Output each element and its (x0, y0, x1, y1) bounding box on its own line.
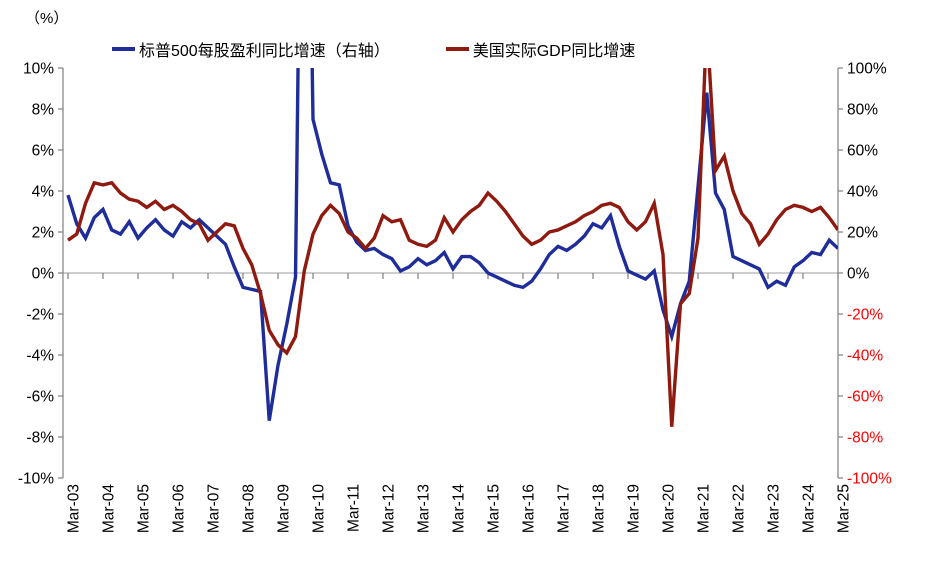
y-axis-label-right: 40% (847, 184, 878, 201)
series-line-gdp (67, 68, 838, 427)
axis-unit-label: （%） (25, 10, 69, 27)
legend-swatch-eps-icon (112, 47, 135, 51)
y-axis-label-right: 20% (847, 225, 878, 242)
y-axis-label-left: 0% (32, 266, 55, 283)
legend-item-eps: 标普500每股盈利同比增速（右轴） (112, 37, 390, 61)
y-axis-label-left: 2% (32, 225, 55, 242)
x-axis-label: Mar-10 (311, 484, 328, 533)
y-axis-label-left: -8% (26, 430, 54, 447)
x-axis-label: Mar-20 (661, 484, 678, 533)
legend-label-eps: 标普500每股盈利同比增速（右轴） (139, 43, 390, 60)
y-axis-label-right: -20% (847, 307, 883, 324)
x-axis-label: Mar-15 (486, 484, 503, 533)
y-axis-label-right: 0% (847, 266, 870, 283)
y-axis-label-left: -4% (26, 348, 54, 365)
y-axis-label-right: 100% (847, 61, 887, 78)
x-axis-label: Mar-08 (241, 484, 258, 533)
x-axis-label: Mar-16 (521, 484, 538, 533)
x-axis-label: Mar-22 (731, 484, 748, 533)
y-axis-left: 10% 8% 6% 4% 2% 0% -2% -4% -6% -8% -10% (18, 61, 63, 488)
legend: 标普500每股盈利同比增速（右轴） 美国实际GDP同比增速 (112, 37, 635, 61)
y-axis-label-left: 8% (32, 102, 55, 119)
y-axis-right: 100% 80% 60% 40% 20% 0% -20% -40% -60% -80% -100% (838, 61, 892, 488)
legend-swatch-gdp-icon (445, 47, 469, 51)
x-axis-label: Mar-23 (766, 484, 783, 533)
y-axis-label-left: -2% (26, 307, 54, 324)
x-axis-label: Mar-25 (836, 484, 853, 533)
y-axis-label-left: 10% (23, 61, 54, 78)
x-axis-label: Mar-17 (556, 484, 573, 533)
y-axis-label-right: -60% (847, 389, 883, 406)
x-axis-label: Mar-18 (591, 484, 608, 533)
x-axis-label: Mar-04 (101, 484, 118, 533)
legend-item-gdp: 美国实际GDP同比增速 (445, 37, 636, 61)
x-axis: Mar-03 Mar-04 Mar-05 Mar-06 Mar-07 Mar-08 Mar-… (66, 273, 853, 533)
x-axis-label: Mar-13 (416, 484, 433, 533)
y-axis-label-left: 6% (32, 143, 55, 160)
y-axis-label-left: 4% (32, 184, 55, 201)
y-axis-label-right: -80% (847, 430, 883, 447)
y-axis-label-left: -10% (18, 471, 54, 488)
x-axis-label: Mar-09 (276, 484, 293, 533)
x-axis-label: Mar-11 (346, 484, 363, 532)
legend-label-gdp: 美国实际GDP同比增速 (472, 43, 636, 60)
series-line-eps (66, 68, 838, 421)
y-axis-label-right: 80% (847, 102, 878, 119)
x-axis-label: Mar-12 (381, 484, 398, 533)
x-axis-label: Mar-14 (451, 484, 468, 533)
x-axis-label: Mar-06 (171, 484, 188, 533)
y-axis-label-left: -6% (26, 389, 54, 406)
y-axis-label-right: -100% (847, 471, 892, 488)
x-axis-label: Mar-07 (206, 484, 223, 533)
x-axis-label: Mar-21 (696, 484, 713, 533)
x-axis-label: Mar-03 (66, 484, 83, 533)
x-axis-label: Mar-05 (136, 484, 153, 533)
x-axis-label: Mar-19 (626, 484, 643, 533)
x-axis-label: Mar-24 (801, 484, 818, 533)
y-axis-label-right: 60% (847, 143, 878, 160)
y-axis-label-right: -40% (847, 348, 883, 365)
